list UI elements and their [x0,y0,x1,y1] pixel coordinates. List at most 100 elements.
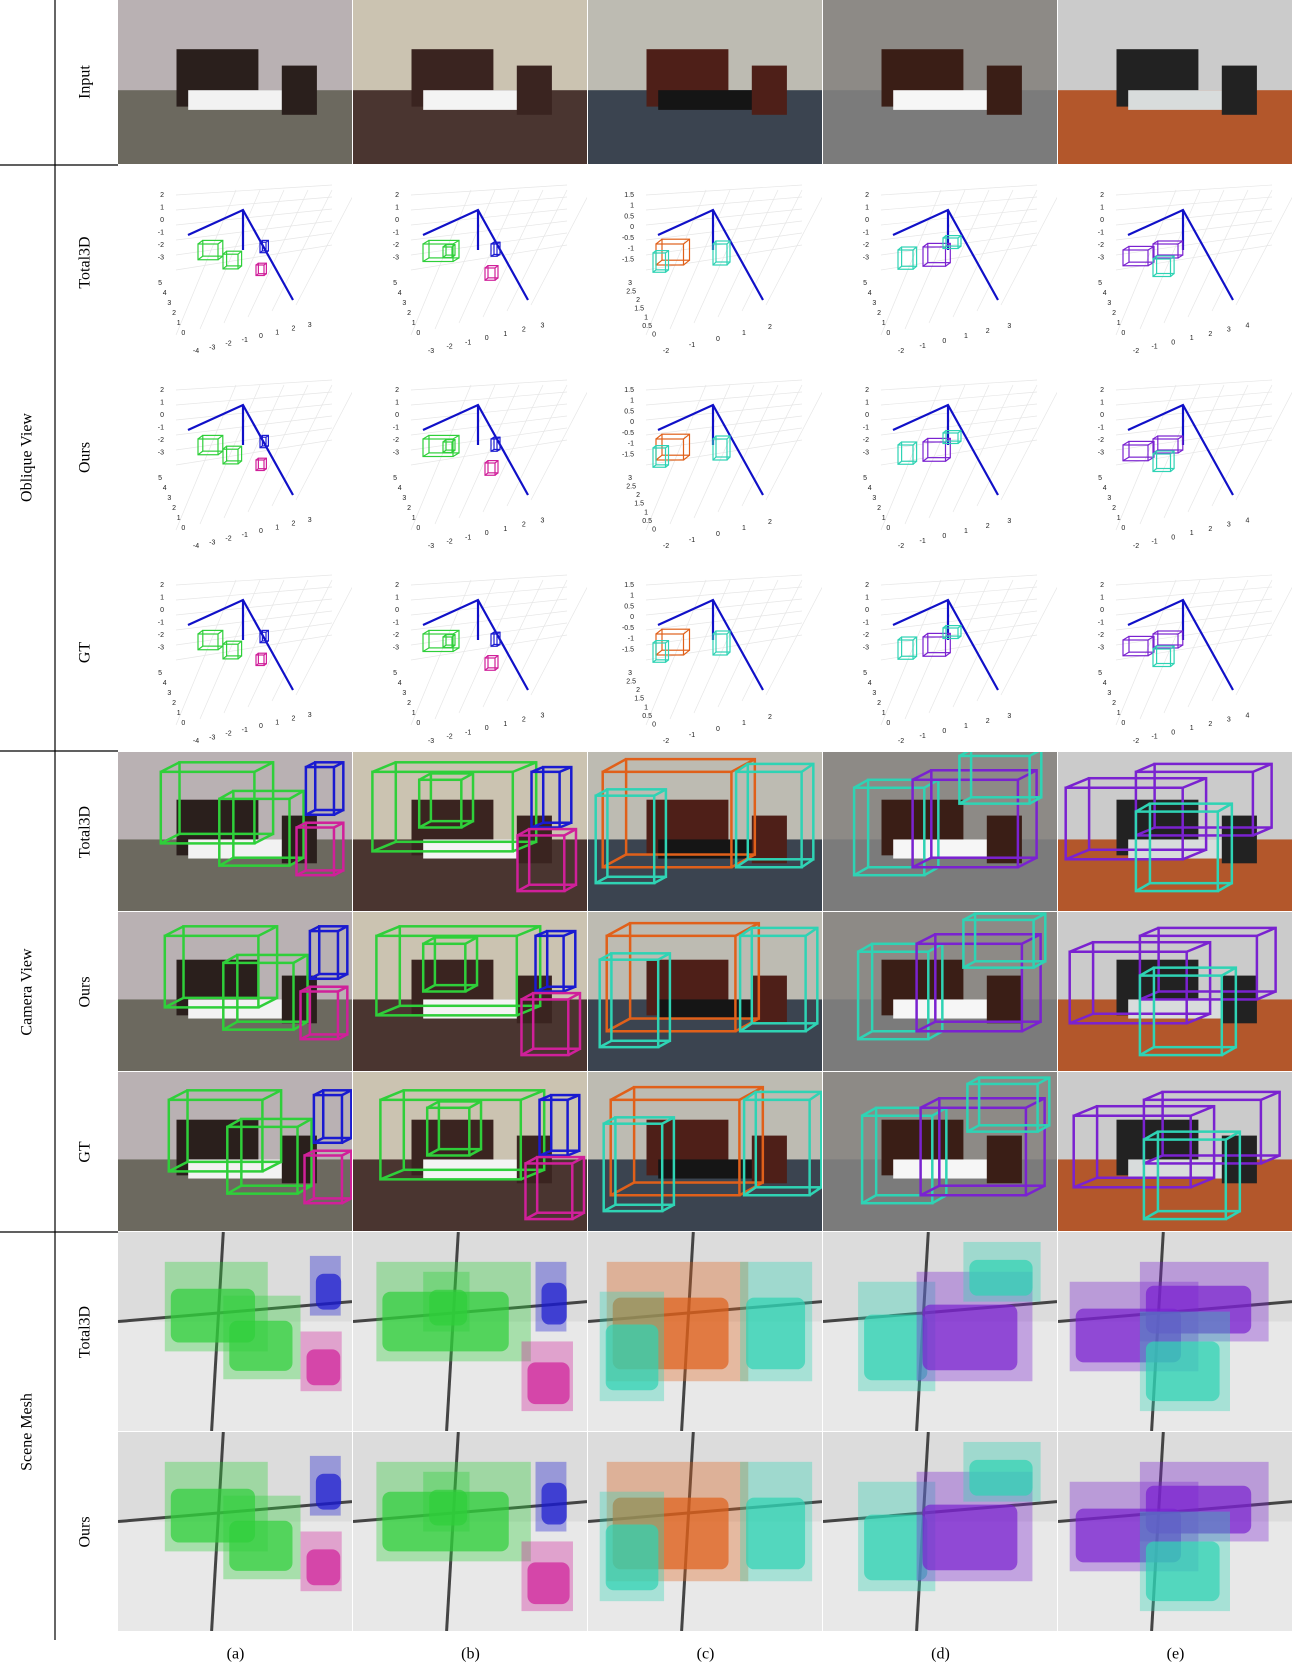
wire-box [1152,630,1159,635]
wire-box [490,643,495,647]
wire-box [308,929,340,981]
furniture [751,975,787,1024]
grid-line [295,196,352,306]
y-tick-label: 5 [158,280,162,287]
y-tick-label: 3 [1107,690,1111,697]
wire-box [652,269,657,273]
wire-box [628,921,761,1020]
wire-box [222,448,239,465]
x-tick-label: 1 [275,719,279,726]
cell [118,1232,352,1431]
wire-box [652,640,657,644]
x-tick-label: 1 [742,720,746,727]
x-tick-label: 3 [540,322,544,329]
wire-box [1155,450,1175,470]
z-tick-label: -2 [393,242,399,249]
x-tick-label: -1 [689,342,695,349]
z-tick-label: -0.5 [622,235,634,242]
wire-box [237,460,242,465]
furniture [751,65,787,115]
wire-box [808,1186,822,1197]
z-tick-label: 1 [160,595,164,602]
grid-line [506,579,568,702]
x-tick-label: -2 [225,731,231,738]
wire-box [217,239,224,245]
x-tick-label: -1 [1151,344,1157,351]
z-tick-label: 0 [395,607,399,614]
wire-box [804,1022,819,1033]
wire-box [257,996,278,1009]
wire-box [1186,941,1211,953]
wire-box [1152,663,1157,667]
y-tick-label: 2 [407,700,411,707]
x-tick-label: -1 [465,339,471,346]
wire-box [1139,966,1155,977]
x-tick-label: 0 [942,338,946,345]
x-tick-label: 0 [1171,534,1175,541]
z-tick-label: -1 [628,246,634,253]
mesh-object [527,1362,570,1405]
wire-box [371,840,397,853]
y-tick-label: 0 [416,720,420,727]
x-tick-label: 0 [942,533,946,540]
grid-line [458,189,520,324]
wire-box [520,991,534,1001]
wire-box [265,250,269,254]
wire-box [1217,882,1233,893]
mesh-object [306,1549,341,1586]
wire-box [484,460,489,464]
wire-box [1143,1210,1159,1221]
wire-box [418,772,432,781]
wire-box [1142,1138,1228,1221]
y-tick-label: 4 [1103,485,1107,492]
wire-box [452,239,460,245]
wire-box [962,918,1035,969]
x-tick-label: 1 [1190,335,1194,342]
wire-box [715,435,731,458]
grid-line [199,579,261,720]
grid-line [904,579,966,720]
wire-box [930,769,1038,859]
wire-box [1065,777,1090,789]
wire-box [1152,966,1238,1049]
z-tick-label: -2 [1098,632,1104,639]
wire-box [652,445,657,449]
wire-box [958,796,972,805]
wire-box [490,631,495,635]
cell [1058,0,1292,164]
wire-box [222,460,227,465]
furniture [516,65,552,115]
wire-box [598,958,660,1049]
wire-box [222,253,239,270]
x-tick-label: -2 [446,539,452,546]
row-label: GT [77,642,94,664]
row-label: Total3D [77,806,94,858]
wire-box [1122,651,1130,657]
wire-box [197,255,204,261]
mesh-object [605,1524,659,1591]
x-tick-label: 3 [308,322,312,329]
column-label: (a) [227,1646,245,1663]
wire-box [1152,645,1157,650]
y-tick-label: 0 [886,720,890,727]
wire-box [442,634,447,638]
wire-box [743,1186,757,1197]
grid-line [530,391,587,501]
wire-box [1152,258,1172,278]
wire-box [417,778,463,829]
furniture [658,999,776,1019]
z-tick-label: 2 [865,192,869,199]
wire-box [563,827,577,837]
wire-box [922,242,929,248]
cell [353,0,587,164]
y-tick-label: 2 [877,310,881,317]
wire-box [571,1211,585,1221]
wire-box [1128,245,1155,263]
y-tick-label: 3 [1107,300,1111,307]
grid-line [645,634,803,661]
grid-line [458,384,520,519]
wire-box [653,875,667,885]
wire-box [1152,648,1172,668]
wire-box [897,441,902,446]
